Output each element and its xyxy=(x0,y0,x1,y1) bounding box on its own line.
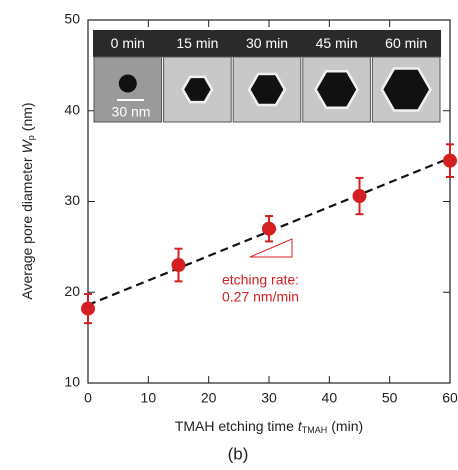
y-tick-label: 30 xyxy=(64,192,80,208)
x-tick-label: 30 xyxy=(261,390,277,406)
inset-label: 45 min xyxy=(316,35,358,51)
data-point xyxy=(262,221,276,236)
pore xyxy=(118,74,137,93)
x-axis-label-part: TMAH xyxy=(302,425,328,435)
pore xyxy=(184,78,211,101)
x-tick-label: 0 xyxy=(84,390,92,406)
x-tick-label: 40 xyxy=(322,390,338,406)
x-axis-label: TMAH etching time tTMAH (min) xyxy=(175,418,363,436)
annotation: 0.27 nm/min xyxy=(222,289,299,305)
x-tick-label: 50 xyxy=(382,390,398,406)
inset-label: 0 min xyxy=(111,35,145,51)
data-point xyxy=(171,258,186,273)
data-point xyxy=(81,301,95,316)
slope-triangle xyxy=(249,238,293,258)
y-tick-label: 20 xyxy=(64,283,80,299)
y-axis-label-part: (nm) xyxy=(19,102,35,131)
x-tick-label: 20 xyxy=(201,390,217,406)
x-tick-label: 60 xyxy=(442,390,458,406)
y-axis-label-part: W xyxy=(19,138,35,153)
x-axis-label-part: TMAH etching time xyxy=(175,418,294,434)
y-tick-label: 50 xyxy=(64,11,80,27)
inset-header xyxy=(93,30,441,57)
x-axis-label-part: t xyxy=(298,418,303,434)
y-axis-label: Average pore diameter Wp (nm) xyxy=(19,102,37,299)
inset-panel xyxy=(93,56,163,123)
y-tick-label: 10 xyxy=(64,374,80,390)
annotation: etching rate: xyxy=(222,272,299,288)
y-axis-label-part: p xyxy=(26,135,36,140)
pore xyxy=(383,69,429,110)
data-point xyxy=(443,153,457,168)
y-tick-label: 40 xyxy=(64,101,80,117)
inset-label: 30 min xyxy=(246,35,288,51)
y-axis-label-part: Average pore diameter xyxy=(19,157,35,299)
data-point xyxy=(352,189,367,204)
inset-label: 60 min xyxy=(385,35,427,51)
x-axis-label-part: (min) xyxy=(331,418,363,434)
pore xyxy=(317,72,357,107)
caption: (b) xyxy=(228,444,249,463)
scale-bar-label: 30 nm xyxy=(112,104,151,120)
inset-label: 15 min xyxy=(176,35,218,51)
pore xyxy=(250,75,284,104)
x-tick-label: 10 xyxy=(141,390,157,406)
